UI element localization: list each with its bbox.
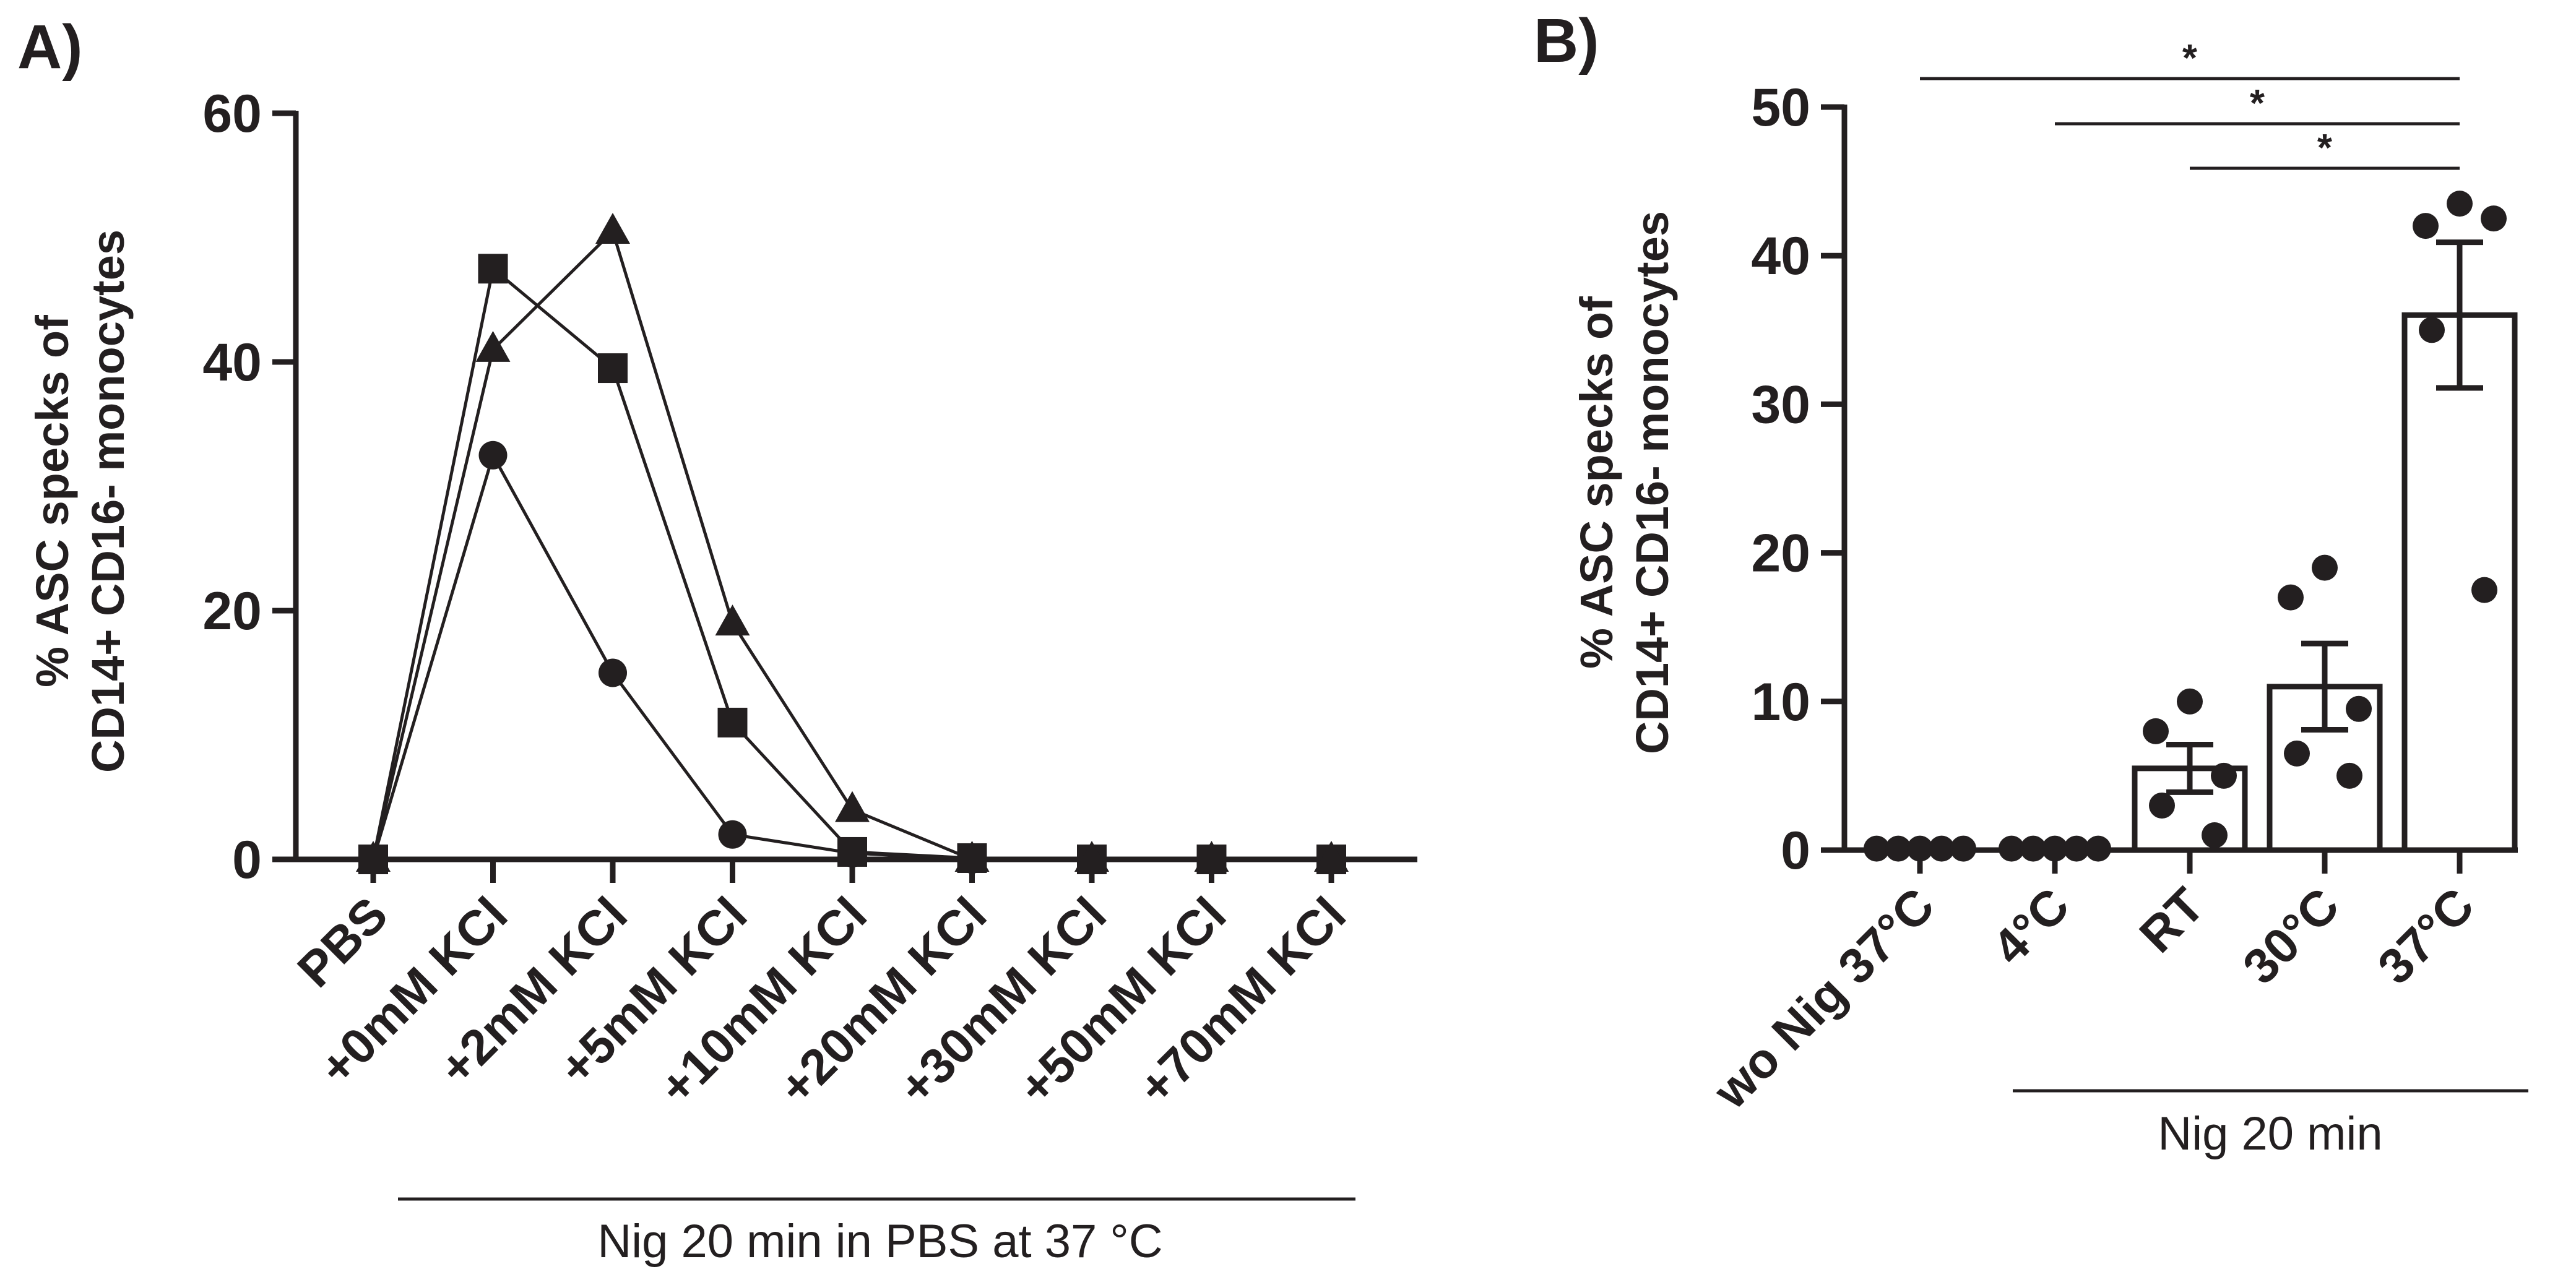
panel-a-xtick-label: PBS bbox=[287, 887, 398, 997]
panel-b-data-point bbox=[2085, 835, 2111, 862]
panel-b-ytick-label: 10 bbox=[1751, 673, 1810, 732]
panel-a-point-triangle bbox=[1194, 841, 1229, 872]
panel-b-significance-label: * bbox=[2317, 127, 2333, 170]
panel-b-data-point bbox=[2336, 762, 2362, 789]
panel-b-xtick-label: 37°C bbox=[2367, 877, 2484, 994]
panel-a-ytick-label: 40 bbox=[202, 333, 262, 392]
panel-a-point-triangle bbox=[954, 841, 990, 872]
panel-b-data-point bbox=[2149, 792, 2175, 819]
panel-b-ylabel: % ASC specks of CD14+ CD16- monocytes bbox=[1571, 211, 1678, 754]
panel-b-data-point bbox=[1864, 835, 1890, 862]
panel-b-data-point bbox=[2042, 835, 2068, 862]
panel-a-series-line-3 bbox=[371, 228, 1331, 861]
panel-b-data-point bbox=[2312, 554, 2338, 581]
panel-b-data-point bbox=[2020, 835, 2046, 862]
panel-b-ytick-label: 20 bbox=[1751, 524, 1810, 583]
panel-b-data-point bbox=[2413, 213, 2439, 239]
panel-b-data-point bbox=[1885, 835, 1911, 862]
panel-a-point-square bbox=[598, 353, 628, 384]
panel-b-significance-label: * bbox=[2182, 37, 2198, 80]
panel-b-significance-label: * bbox=[2250, 82, 2265, 125]
panel-b-xtick-label: wo Nig 37°C bbox=[1703, 877, 1945, 1119]
panel-b-ylabel-line1: % ASC specks of bbox=[1571, 296, 1622, 669]
panel-b-ytick-label: 0 bbox=[1781, 821, 1810, 880]
panel-b-ytick-label: 40 bbox=[1751, 226, 1810, 286]
panel-a-point-triangle bbox=[715, 604, 750, 636]
panel-a-point-triangle bbox=[1074, 841, 1109, 872]
panel-b-data-point bbox=[2177, 688, 2203, 715]
panel-a-point-triangle bbox=[1314, 841, 1349, 872]
panel-b-data-point bbox=[2211, 762, 2237, 789]
panel-a-ytick-label: 60 bbox=[202, 84, 262, 144]
panel-a-point-circle bbox=[599, 658, 627, 687]
panel-b-data-point bbox=[2278, 584, 2304, 611]
panel-a-point-square bbox=[478, 254, 508, 284]
panel-b-bar bbox=[2401, 312, 2518, 853]
panel-b-label: B) bbox=[1534, 6, 1599, 75]
panel-b-ylabel-line2: CD14+ CD16- monocytes bbox=[1627, 211, 1678, 754]
panel-b-xtick-label: 30°C bbox=[2232, 877, 2349, 994]
panel-a-point-triangle bbox=[475, 330, 511, 362]
panel-b-plot: 0 10 20 30 40 50 wo Nig 37°C 4°C RT 30°C 37°C * * * bbox=[1703, 37, 2518, 1119]
panel-b-data-point bbox=[2346, 695, 2372, 722]
panel-b-data-point bbox=[1907, 835, 1933, 862]
panel-a-point-triangle bbox=[835, 791, 870, 822]
panel-a-point-circle bbox=[718, 820, 747, 849]
panel-b-data-point bbox=[1999, 835, 2025, 862]
panel-b-ytick-label: 30 bbox=[1751, 375, 1810, 434]
panel-b-data-point bbox=[2202, 822, 2228, 848]
panel-a-point-square bbox=[837, 836, 867, 867]
panel-b-data-point bbox=[2419, 317, 2445, 343]
panel-b-data-point bbox=[2064, 835, 2090, 862]
panel-a-ylabel-line2: CD14+ CD16- monocytes bbox=[82, 230, 134, 773]
panel-a-ytick-label: 20 bbox=[202, 582, 262, 641]
panel-a-xlabel: Nig 20 min in PBS at 37 °C bbox=[597, 1215, 1162, 1268]
panel-a-series-line-2 bbox=[371, 265, 1331, 861]
panel-b-xtick-label: 4°C bbox=[1982, 877, 2080, 975]
panel-b-data-point bbox=[2284, 740, 2310, 767]
panel-b-data-point bbox=[2447, 191, 2473, 217]
panel-b-data-point bbox=[2143, 718, 2169, 744]
panel-a-point-triangle bbox=[595, 212, 630, 244]
panel-b-data-point bbox=[1929, 835, 1955, 862]
panel-b-xlabel: Nig 20 min bbox=[2158, 1107, 2382, 1160]
panel-a-point-square bbox=[717, 707, 748, 737]
panel-a-label: A) bbox=[17, 12, 83, 82]
panel-b-data-point bbox=[1950, 835, 1976, 862]
panel-b-ytick-label: 50 bbox=[1751, 78, 1810, 137]
panel-a-point-triangle bbox=[356, 841, 391, 872]
panel-a-xtick-label: +70mM KCl bbox=[1128, 887, 1356, 1115]
panel-b-xtick-label: RT bbox=[2129, 877, 2215, 963]
panel-a-point-circle bbox=[478, 441, 508, 470]
panel-b-data-point bbox=[2471, 577, 2497, 603]
panel-a-ylabel: % ASC specks of CD14+ CD16- monocytes bbox=[27, 230, 134, 773]
panel-a-ylabel-line1: % ASC specks of bbox=[27, 315, 78, 687]
panel-a-ytick-label: 0 bbox=[232, 830, 262, 890]
panel-b-data-point bbox=[2481, 205, 2507, 232]
